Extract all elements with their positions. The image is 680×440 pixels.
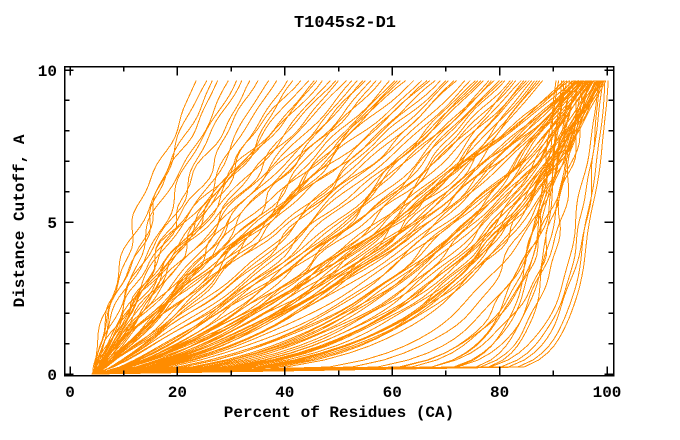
model-curve [94, 80, 294, 375]
model-curve [97, 80, 377, 375]
model-curve [96, 80, 541, 375]
model-curve [91, 80, 601, 375]
x-tick-label: 20 [168, 384, 187, 402]
model-curve [97, 80, 580, 375]
model-curve [94, 80, 466, 375]
model-curve [95, 80, 401, 375]
model-curve [94, 80, 471, 375]
model-curve [93, 80, 589, 375]
model-curve [93, 80, 506, 375]
x-axis-label: Percent of Residues (CA) [224, 404, 454, 422]
model-curve [92, 80, 208, 375]
model-curve [95, 80, 251, 375]
model-curve [94, 80, 604, 375]
model-curve [92, 80, 592, 375]
model-curve [93, 80, 577, 375]
model-curve [95, 80, 605, 375]
model-curve [95, 80, 525, 375]
model-curve [95, 80, 591, 375]
model-curve [93, 80, 398, 375]
model-curve [93, 80, 270, 375]
model-curve [96, 80, 600, 375]
model-curve [93, 80, 347, 375]
model-curve [95, 80, 492, 375]
axes-layer [63, 65, 615, 377]
model-curve [92, 80, 237, 375]
model-curve [93, 80, 583, 375]
model-curve [95, 80, 579, 375]
model-curve [96, 80, 589, 375]
x-tick-label: 40 [275, 384, 294, 402]
model-curve [95, 80, 278, 375]
model-curve [96, 80, 495, 375]
y-tick-label: 5 [47, 215, 57, 233]
model-curve [93, 80, 586, 375]
model-curve [92, 80, 219, 375]
model-curve [93, 80, 557, 375]
model-curve [92, 80, 436, 375]
model-curve [96, 80, 594, 375]
model-curve [93, 80, 310, 375]
model-curve [95, 80, 337, 375]
model-curve [93, 80, 599, 375]
model-curve [94, 80, 590, 375]
model-curve [95, 80, 490, 375]
model-curve [94, 80, 582, 375]
x-tick-label: 0 [65, 384, 75, 402]
model-curve [96, 80, 503, 375]
model-curve [97, 80, 605, 375]
model-curve [93, 80, 197, 375]
model-curve [92, 80, 570, 375]
chart-title: T1045s2-D1 [294, 14, 396, 33]
tick-label-layer: 0 20 40 60 80 100 0 5 10 [38, 63, 622, 402]
model-curve [96, 80, 584, 375]
y-axis-label: Distance Cutoff, A [11, 134, 29, 307]
model-curve [94, 80, 288, 375]
x-tick-label: 80 [490, 384, 509, 402]
model-curve [94, 80, 609, 375]
x-tick-label: 100 [593, 384, 622, 402]
y-tick-label: 10 [38, 63, 57, 81]
y-tick-label: 0 [47, 367, 57, 385]
model-curve [94, 80, 243, 375]
model-curve [97, 80, 455, 375]
model-curve [97, 80, 599, 375]
model-curve [93, 80, 396, 375]
model-curve [94, 80, 604, 375]
model-curve [94, 80, 514, 375]
model-curve [96, 80, 581, 375]
model-curve [94, 80, 382, 375]
model-curve [92, 80, 353, 375]
model-curve [97, 80, 479, 375]
model-curve [95, 80, 595, 375]
x-tick-label: 60 [383, 384, 402, 402]
model-curve [96, 80, 372, 375]
model-curve [95, 80, 598, 375]
model-curve [92, 80, 511, 375]
model-curve [95, 80, 517, 375]
model-curve [94, 80, 533, 375]
model-curve [92, 80, 364, 375]
model-curve [93, 80, 441, 375]
model-curve [94, 80, 607, 375]
model-curve [96, 80, 603, 375]
model-curve [92, 80, 447, 375]
model-curve [94, 80, 331, 375]
model-curves-layer [91, 80, 609, 375]
model-curve [93, 80, 415, 375]
model-curve [95, 80, 586, 375]
model-curve [94, 80, 538, 375]
model-curve [96, 80, 213, 375]
